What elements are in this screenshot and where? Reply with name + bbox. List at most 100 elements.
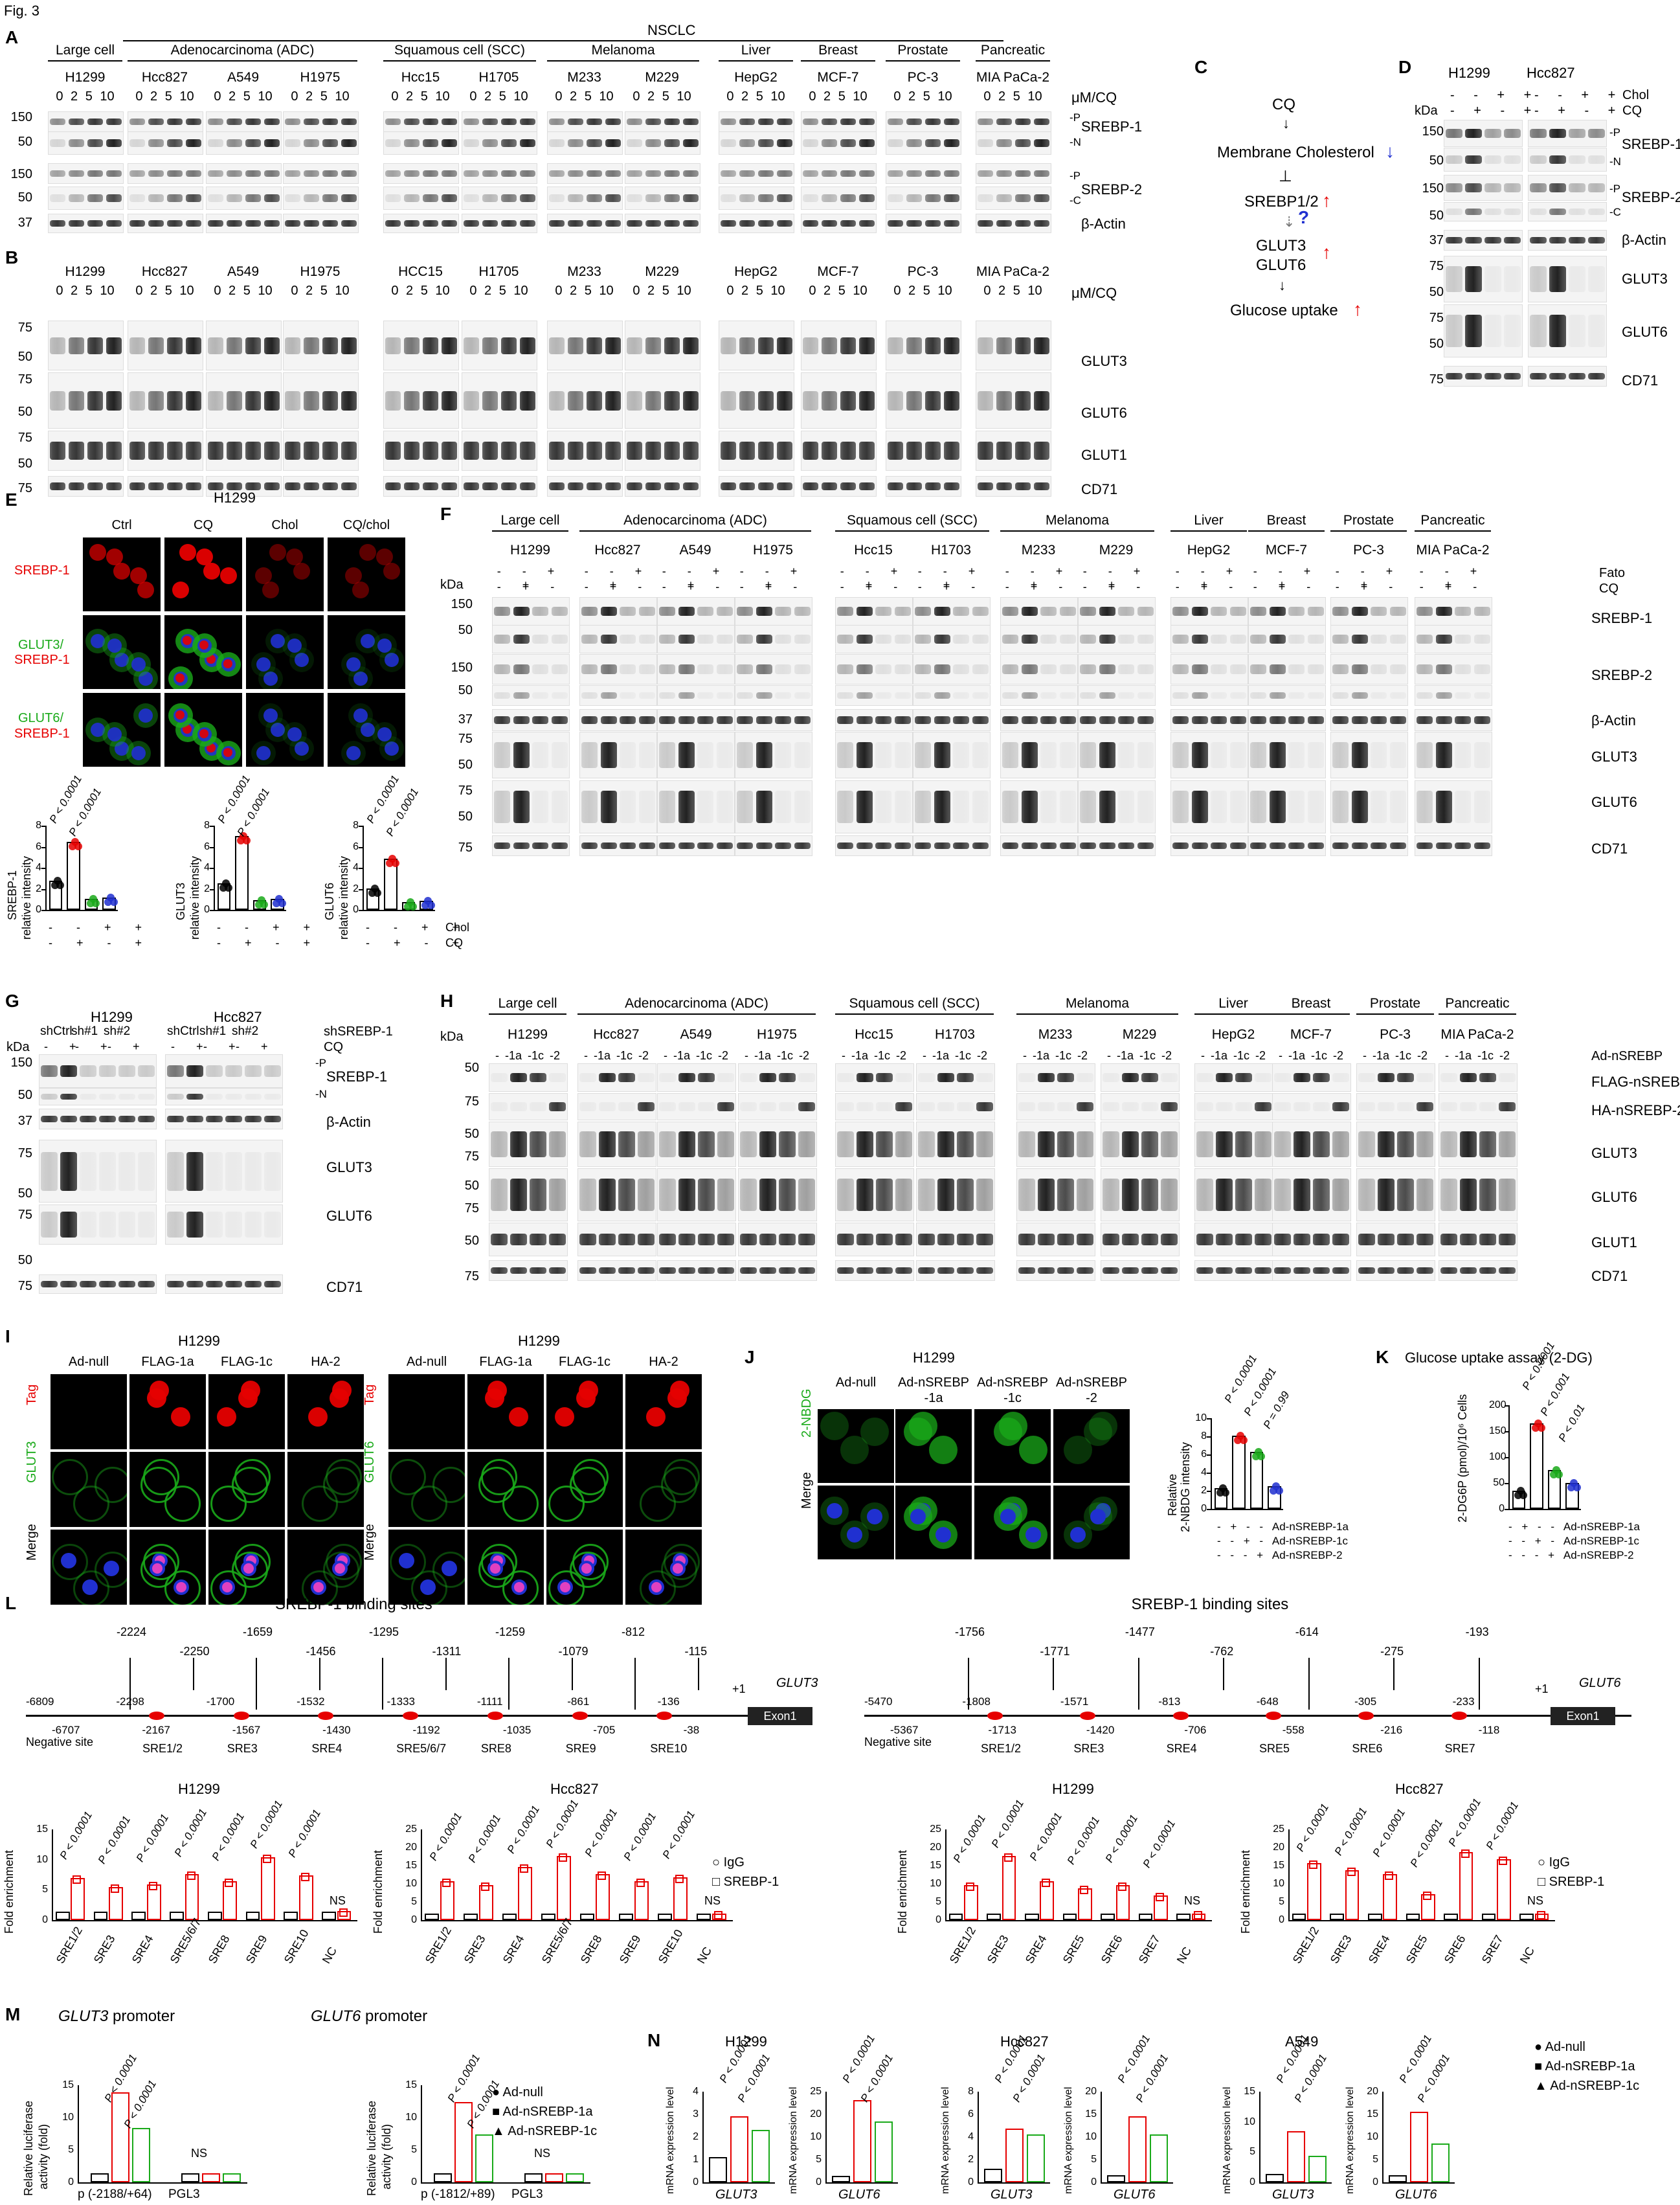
blot-strip bbox=[886, 214, 961, 233]
blot-band bbox=[80, 1094, 96, 1100]
blot-strip bbox=[1444, 304, 1523, 357]
blot-band bbox=[264, 1212, 281, 1238]
bar bbox=[1266, 2173, 1284, 2182]
blot-band bbox=[568, 220, 584, 227]
blot-strip bbox=[128, 321, 203, 370]
bar-igg bbox=[55, 1911, 70, 1920]
blot-band bbox=[1191, 842, 1208, 850]
cell-line-label: H1299 bbox=[508, 1027, 548, 1042]
blot-strip bbox=[1528, 148, 1607, 172]
blot-band bbox=[682, 139, 699, 147]
blot-band bbox=[1371, 634, 1387, 644]
blot-band bbox=[549, 194, 565, 202]
group-underline bbox=[801, 60, 875, 62]
blot-band bbox=[756, 664, 772, 675]
bar-srebp bbox=[109, 1887, 123, 1920]
y-tick-label: 3 bbox=[693, 2109, 699, 2120]
bar-igg bbox=[658, 1914, 672, 1920]
blot-band bbox=[717, 1179, 734, 1211]
ns-label: NS bbox=[191, 2147, 208, 2160]
blot-band bbox=[1332, 1267, 1349, 1274]
blot-strip bbox=[283, 214, 359, 233]
blot-strip bbox=[579, 780, 657, 833]
blot-band bbox=[759, 1234, 776, 1245]
cell-nucleus bbox=[346, 657, 361, 672]
bar-igg bbox=[1062, 1914, 1077, 1920]
sh-label: sh#1 bbox=[71, 1024, 98, 1038]
blot-band bbox=[185, 442, 201, 460]
blot-band bbox=[888, 442, 904, 460]
blot-band bbox=[264, 1281, 281, 1287]
data-point bbox=[1003, 1853, 1013, 1862]
blot-band bbox=[510, 1072, 527, 1083]
blot-band bbox=[976, 1267, 993, 1274]
blot-band bbox=[1569, 155, 1585, 164]
group-header: Prostate bbox=[1356, 996, 1434, 1015]
data-point bbox=[1222, 1489, 1230, 1497]
data-point bbox=[111, 1884, 120, 1894]
sign-row: - - + + bbox=[217, 921, 321, 934]
blot-band bbox=[856, 606, 873, 616]
blot-band bbox=[1294, 1234, 1310, 1245]
blot-strip bbox=[39, 1140, 157, 1203]
blot-band bbox=[840, 220, 856, 227]
bar bbox=[875, 2121, 893, 2182]
blot-band bbox=[50, 220, 66, 227]
bar-srebp bbox=[1497, 1859, 1511, 1920]
group-name: Pancreatic bbox=[980, 43, 1046, 58]
x-tick-label: SRE10 bbox=[281, 1927, 311, 1966]
blot-band bbox=[837, 1102, 854, 1111]
d-row: SREBP-2 bbox=[1622, 189, 1680, 205]
micrograph bbox=[1053, 1486, 1130, 1559]
blot-band bbox=[208, 337, 224, 354]
blot-strip bbox=[1272, 1223, 1351, 1256]
blot-band bbox=[737, 791, 754, 823]
gene-label: GLUT3 bbox=[991, 2188, 1033, 2202]
group-name: Prostate bbox=[1343, 513, 1394, 528]
cell-nucleus bbox=[106, 548, 123, 565]
blot-strip bbox=[719, 111, 794, 132]
blot-band bbox=[659, 1102, 676, 1111]
cell-line-label: HCC15 bbox=[398, 264, 443, 279]
blot-band bbox=[1530, 236, 1547, 244]
bar bbox=[475, 2134, 493, 2182]
panel-letter-n: N bbox=[647, 2030, 661, 2050]
cell-nucleus bbox=[179, 544, 196, 561]
blot-band bbox=[840, 390, 856, 411]
blot-band bbox=[99, 1281, 116, 1287]
d-kda: 150 bbox=[1422, 181, 1444, 196]
blot-strip bbox=[835, 780, 913, 833]
blot-band bbox=[794, 716, 811, 724]
group-underline bbox=[128, 60, 357, 62]
x-tick-label: SRE6 bbox=[1441, 1932, 1468, 1966]
blot-band bbox=[1473, 664, 1490, 675]
blot-strip bbox=[492, 732, 570, 778]
blot-band bbox=[500, 482, 517, 490]
cell-nucleus bbox=[490, 1563, 500, 1574]
chart-axis bbox=[214, 826, 286, 911]
group-header: Squamous cell (SCC) bbox=[835, 996, 994, 1015]
blot-band bbox=[776, 220, 792, 227]
blot-band bbox=[858, 390, 875, 411]
panel-letter-j: J bbox=[745, 1347, 755, 1367]
blot-band bbox=[779, 1102, 796, 1111]
group-header: Liver bbox=[1194, 996, 1272, 1015]
blot-band bbox=[1141, 1234, 1158, 1245]
y-tick bbox=[1207, 1491, 1211, 1492]
blot-strip bbox=[657, 685, 735, 706]
y-axis-label: Fold enrichment bbox=[3, 1849, 16, 1934]
data-point bbox=[675, 1875, 684, 1884]
blot-band bbox=[1549, 129, 1566, 138]
site-line bbox=[1308, 1658, 1310, 1710]
blot-band bbox=[717, 1234, 734, 1245]
micrograph bbox=[328, 693, 405, 767]
blot-band bbox=[245, 1115, 262, 1123]
blot-band bbox=[464, 194, 480, 202]
g-mark: -N bbox=[315, 1088, 327, 1100]
blot-band bbox=[978, 390, 994, 411]
data-point bbox=[409, 902, 418, 910]
n-group-title: Hcc827 bbox=[1000, 2033, 1049, 2050]
blot-band bbox=[716, 842, 733, 850]
y-tick-label: 0 bbox=[411, 1914, 417, 1925]
panel-letter-h: H bbox=[440, 991, 454, 1011]
